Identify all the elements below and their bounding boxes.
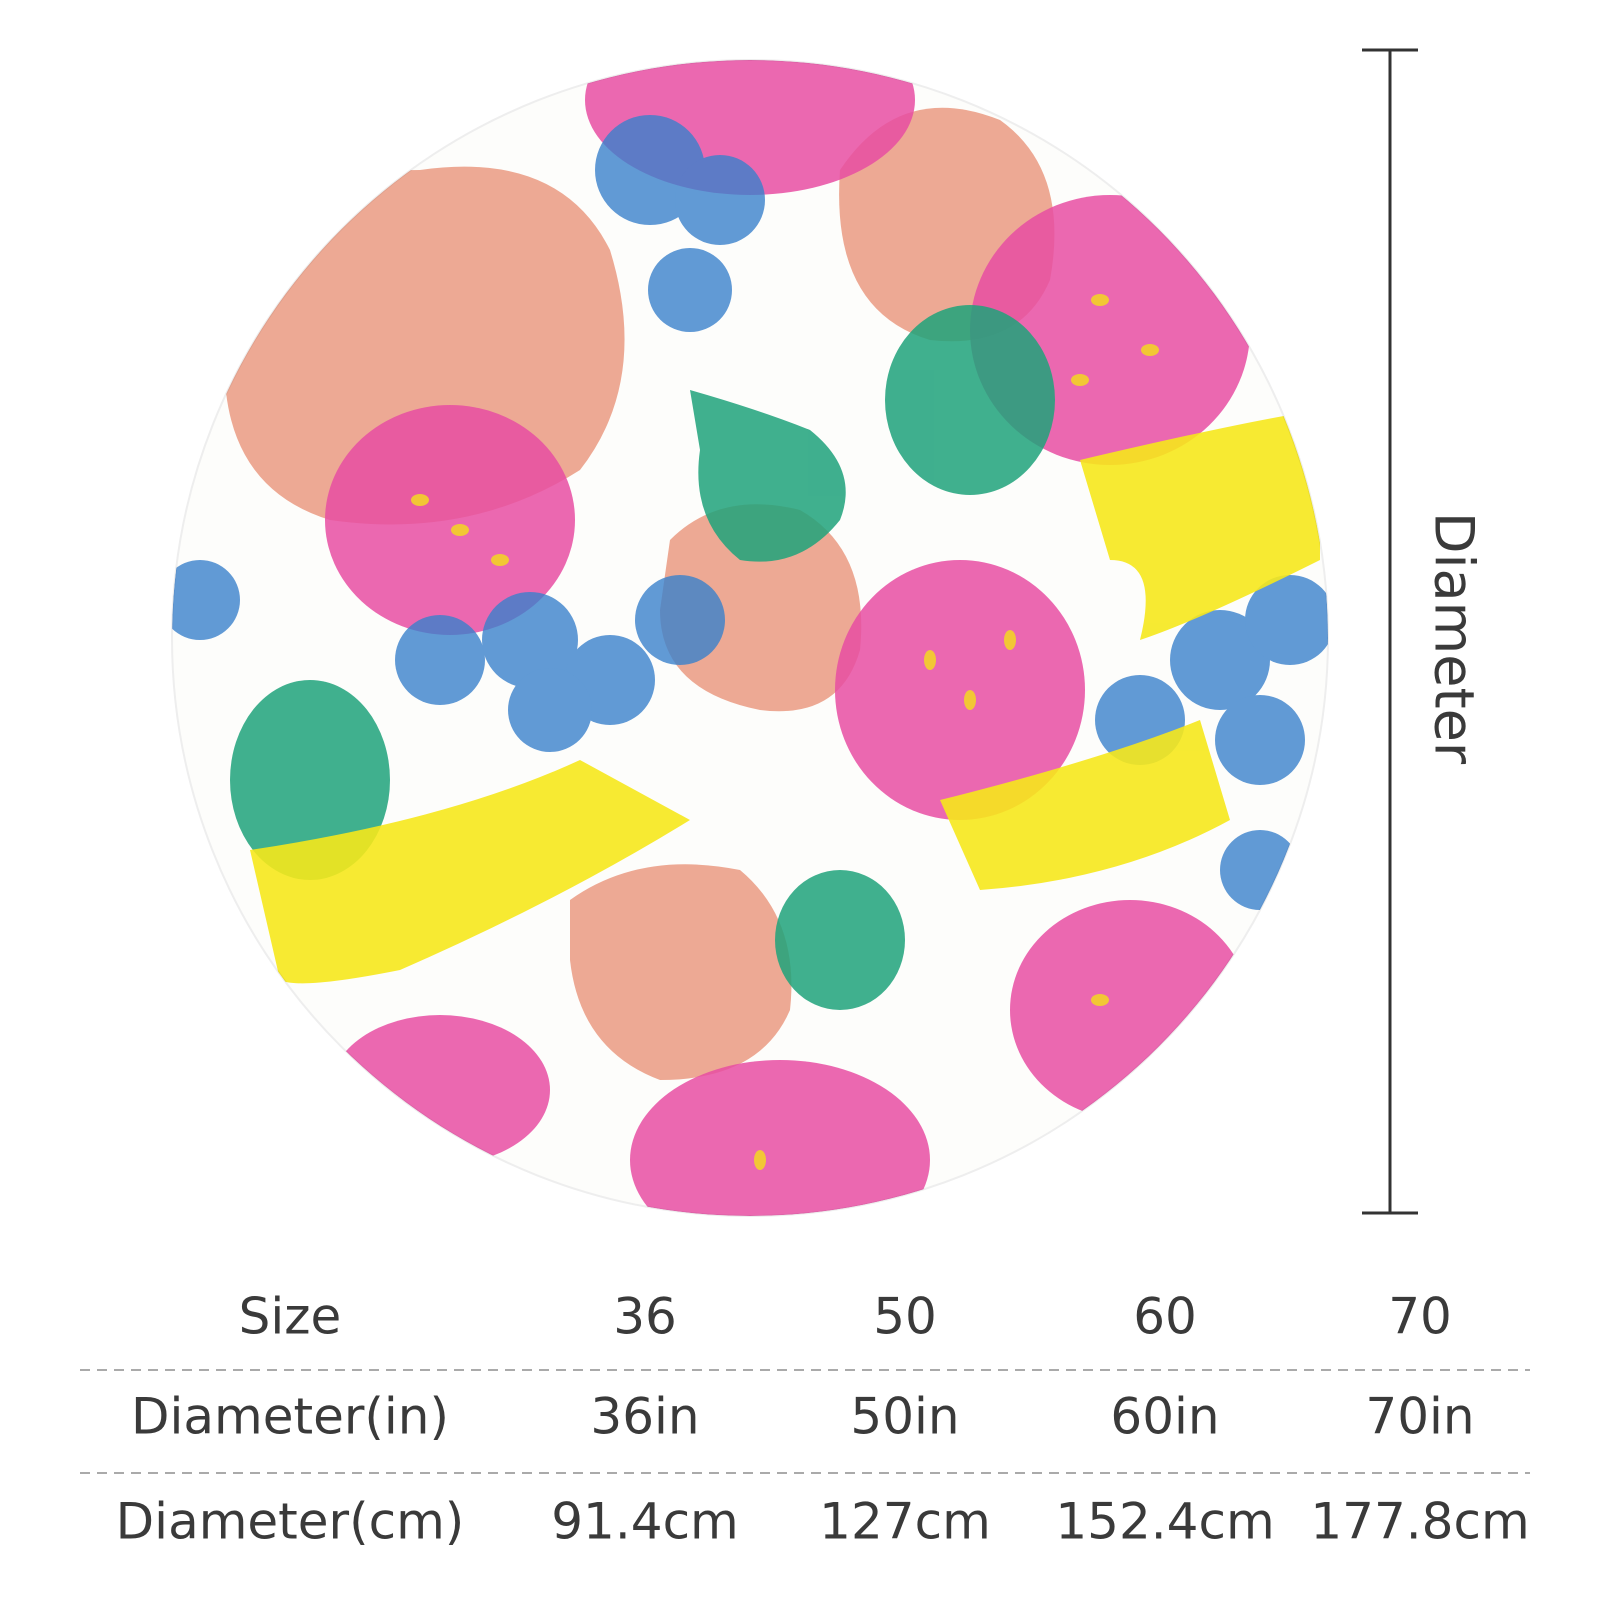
table-cell: 60 (1133, 1288, 1197, 1346)
table-cell: 177.8cm (1310, 1493, 1529, 1551)
table-cell: 36in (590, 1388, 699, 1446)
table-cell: 70 (1388, 1288, 1452, 1346)
table-cell: 70in (1365, 1388, 1474, 1446)
table-cell: 36 (613, 1288, 677, 1346)
dimension-label: Diameter (1422, 512, 1485, 765)
row-label: Size (239, 1288, 342, 1346)
table-cell: 50 (873, 1288, 937, 1346)
tablecloth (171, 59, 1329, 1217)
row-label: Diameter(in) (131, 1388, 449, 1446)
table-cell: 91.4cm (551, 1493, 739, 1551)
size-table: Size 36 50 60 70 Diameter(in) 36in 50in 60in 70in… (80, 1288, 1530, 1551)
table-cell: 152.4cm (1055, 1493, 1274, 1551)
dimension-indicator (1362, 48, 1418, 1215)
table-cell: 127cm (819, 1493, 991, 1551)
table-cell: 60in (1110, 1388, 1219, 1446)
table-cell: 50in (850, 1388, 959, 1446)
row-label: Diameter(cm) (116, 1493, 465, 1551)
